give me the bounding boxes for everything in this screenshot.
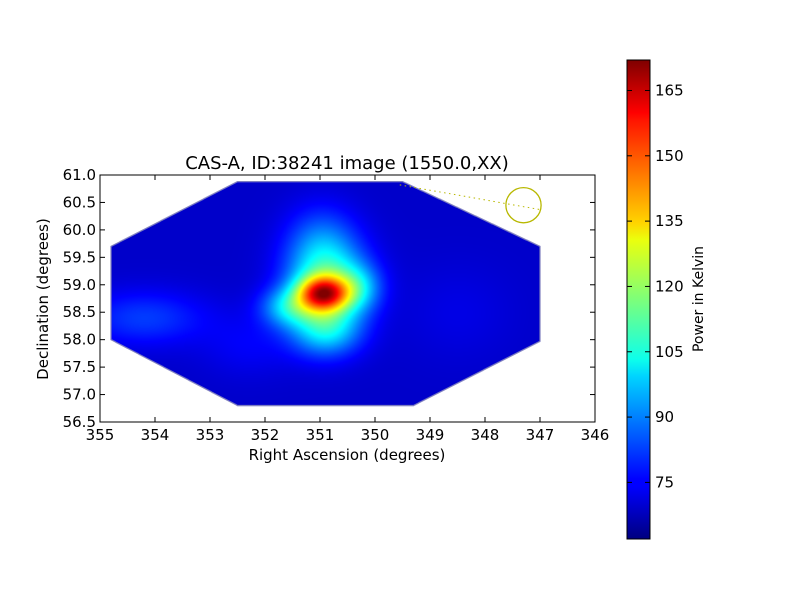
colorbar: 75 90 105 120 135 150 165 Power in Kelvin — [626, 59, 707, 540]
x-tick-label: 354 — [141, 426, 170, 444]
colorbar-tick-label: 120 — [655, 277, 684, 295]
x-tick-label: 353 — [196, 426, 225, 444]
colorbar-tick-label: 165 — [655, 81, 684, 99]
x-tick-label: 350 — [361, 426, 390, 444]
colorbar-label: Power in Kelvin — [691, 246, 707, 352]
x-axis-label: Right Ascension (degrees) — [249, 446, 446, 464]
colorbar-ticks: 75 90 105 120 135 150 165 — [627, 81, 684, 491]
y-tick-label: 61.0 — [63, 166, 96, 184]
footprint-outline — [110, 180, 541, 407]
colorbar-frame — [626, 59, 651, 540]
y-tick-label: 57.5 — [63, 358, 96, 376]
colorbar-tick-label: 90 — [655, 408, 674, 426]
x-tick-label: 348 — [471, 426, 500, 444]
x-axis-ticks: 355 354 353 352 351 350 349 348 347 346 — [86, 175, 610, 444]
colorbar-tick-label: 150 — [655, 147, 684, 165]
y-axis-label: Declination (degrees) — [34, 218, 52, 380]
y-tick-label: 59.5 — [63, 248, 96, 266]
colorbar-tick-label: 75 — [655, 473, 674, 491]
y-tick-label: 58.0 — [63, 331, 96, 349]
x-tick-label: 352 — [251, 426, 280, 444]
chart-title: CAS-A, ID:38241 image (1550.0,XX) — [185, 153, 509, 174]
beam-guide-line — [399, 184, 541, 211]
colorbar-tick-label: 135 — [655, 212, 684, 230]
y-tick-label: 60.0 — [63, 221, 96, 239]
y-axis-ticks: 56.5 57.0 57.5 58.0 58.5 59.0 59.5 60.0 60.5 61.0 — [63, 166, 595, 431]
heatmap-layer — [100, 175, 595, 422]
colorbar-tick-label: 105 — [655, 343, 684, 361]
y-tick-label: 60.5 — [63, 193, 96, 211]
x-tick-label: 355 — [86, 426, 115, 444]
x-tick-label: 349 — [416, 426, 445, 444]
y-tick-label: 57.0 — [63, 386, 96, 404]
beam-marker-circle — [505, 186, 542, 224]
heatmap-image — [100, 175, 595, 422]
x-tick-label: 346 — [581, 426, 610, 444]
y-tick-label: 56.5 — [63, 413, 96, 431]
plot-frame — [99, 174, 596, 423]
x-tick-label: 351 — [306, 426, 335, 444]
y-tick-label: 59.0 — [63, 276, 96, 294]
colorbar-gradient — [627, 60, 650, 539]
x-tick-label: 347 — [526, 426, 555, 444]
y-tick-label: 58.5 — [63, 303, 96, 321]
